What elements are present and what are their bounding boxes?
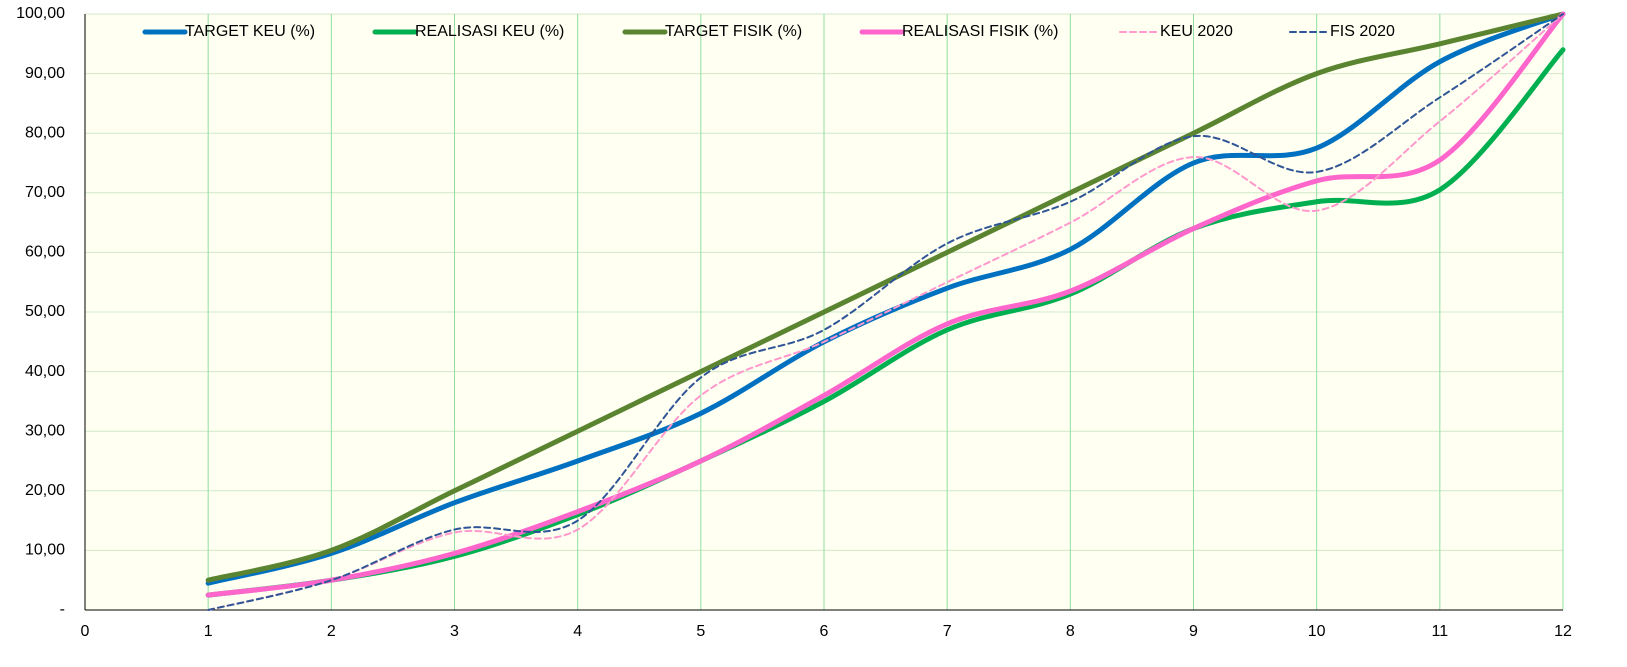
y-tick-label: - [60, 601, 65, 618]
series-line [205, 47, 1566, 598]
y-tick-label: 80,00 [25, 124, 65, 141]
x-tick-label: 10 [1308, 623, 1326, 640]
x-tick-label: 0 [81, 623, 90, 640]
y-tick-label: 50,00 [25, 303, 65, 320]
series-line [207, 13, 1564, 611]
x-tick-label: 8 [1066, 623, 1075, 640]
x-tick-label: 4 [573, 623, 582, 640]
x-tick-label: 2 [327, 623, 336, 640]
series-line [205, 11, 1566, 583]
y-tick-label: 90,00 [25, 65, 65, 82]
x-tick-label: 9 [1189, 623, 1198, 640]
x-tick-label: 1 [204, 623, 213, 640]
legend-label: KEU 2020 [1160, 23, 1233, 40]
y-tick-label: 100,00 [16, 5, 65, 22]
y-tick-label: 40,00 [25, 363, 65, 380]
y-tick-label: 30,00 [25, 422, 65, 439]
legend-label: REALISASI FISIK (%) [902, 23, 1058, 40]
x-tick-label: 3 [450, 623, 459, 640]
x-tick-label: 11 [1432, 623, 1449, 640]
series-line [205, 11, 1566, 598]
legend-label: TARGET KEU (%) [185, 23, 315, 40]
y-tick-label: 60,00 [25, 244, 65, 261]
x-tick-label: 6 [820, 623, 829, 640]
legend-label: REALISASI KEU (%) [415, 23, 564, 40]
series-line [205, 11, 1566, 586]
x-tick-label: 7 [943, 623, 952, 640]
x-tick-label: 5 [696, 623, 705, 640]
x-tick-label: 12 [1554, 623, 1572, 640]
y-tick-label: 10,00 [25, 542, 65, 559]
series-line [207, 13, 1564, 611]
y-tick-label: 20,00 [25, 482, 65, 499]
legend-label: TARGET FISIK (%) [665, 23, 802, 40]
legend-label: FIS 2020 [1330, 23, 1395, 40]
y-tick-label: 70,00 [25, 184, 65, 201]
